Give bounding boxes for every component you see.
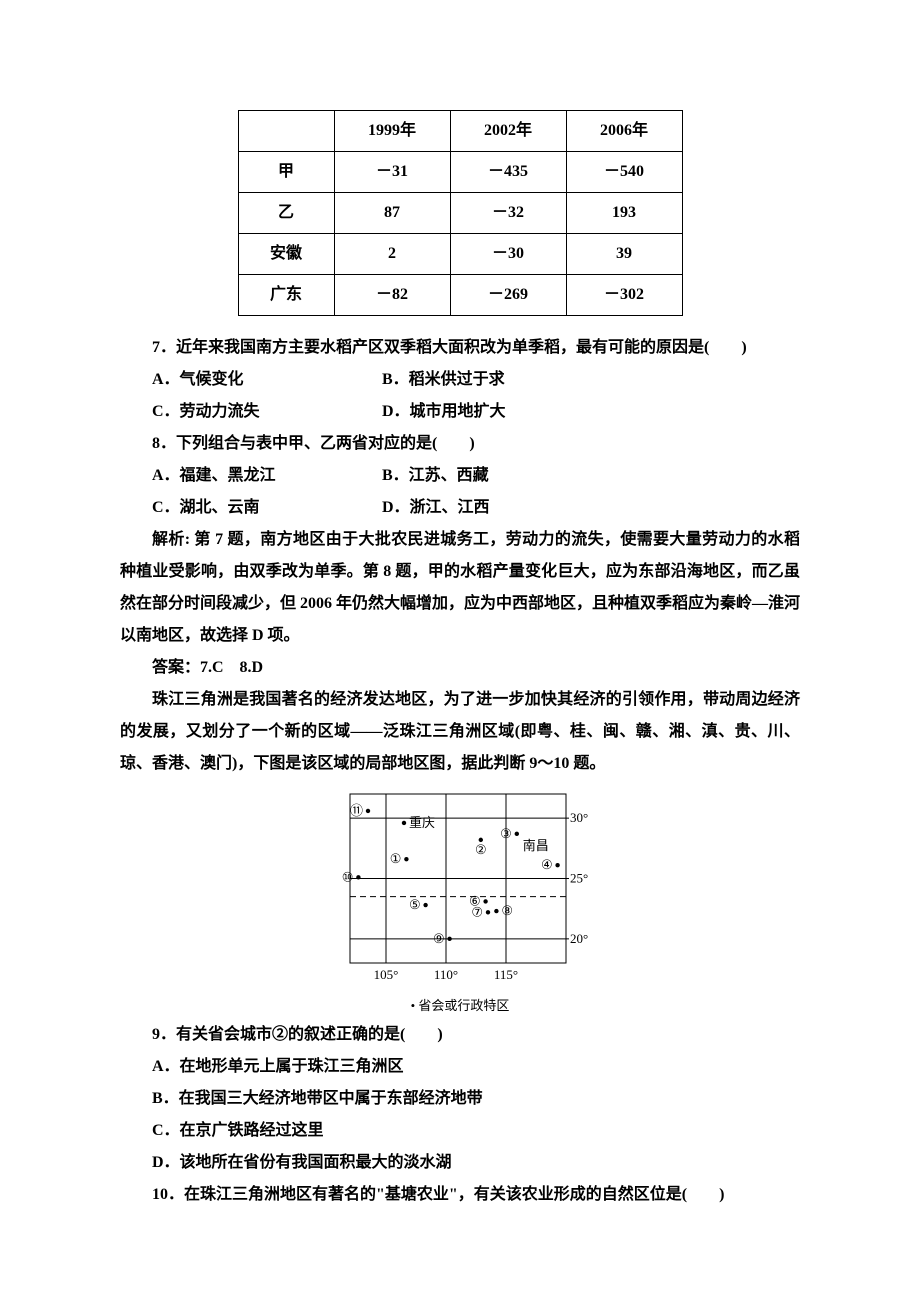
table-row: 安徽 2 －30 39 — [238, 234, 682, 275]
cell: －32 — [450, 193, 566, 234]
cell: －31 — [334, 152, 450, 193]
svg-text:110°: 110° — [434, 967, 458, 982]
svg-text:⑪: ⑪ — [350, 803, 363, 818]
q7-opt-b: B．稻米供过于求 — [382, 364, 505, 396]
q7-opt-c: C．劳动力流失 — [152, 396, 382, 428]
q9-opt-b: B．在我国三大经济地带区中属于东部经济地带 — [120, 1083, 800, 1115]
cell: 2 — [334, 234, 450, 275]
q8-stem: 8．下列组合与表中甲、乙两省对应的是( ) — [120, 428, 800, 460]
svg-text:南昌: 南昌 — [523, 838, 549, 853]
q8-opt-a: A．福建、黑龙江 — [152, 460, 382, 492]
q8-opt-d: D．浙江、江西 — [382, 492, 490, 524]
th-blank — [238, 111, 334, 152]
q7-opt-d: D．城市用地扩大 — [382, 396, 506, 428]
table-row: 广东 －82 －269 －302 — [238, 275, 682, 316]
q9-opt-c: C．在京广铁路经过这里 — [120, 1115, 800, 1147]
q7-opt-a: A．气候变化 — [152, 364, 382, 396]
q8-row-cd: C．湖北、云南 D．浙江、江西 — [152, 492, 800, 524]
q9-stem: 9．有关省会城市②的叙述正确的是( ) — [120, 1019, 800, 1051]
cell: 87 — [334, 193, 450, 234]
cell: 193 — [566, 193, 682, 234]
row-label: 广东 — [238, 275, 334, 316]
svg-text:105°: 105° — [374, 967, 399, 982]
explanation-7-8: 解析: 第 7 题，南方地区由于大批农民进城务工，劳动力的流失，使需要大量劳动力… — [120, 524, 800, 652]
svg-text:⑩: ⑩ — [342, 869, 354, 884]
table-row: 甲 －31 －435 －540 — [238, 152, 682, 193]
svg-text:⑤: ⑤ — [409, 897, 421, 912]
cell: －540 — [566, 152, 682, 193]
row-label: 乙 — [238, 193, 334, 234]
svg-text:25°: 25° — [570, 871, 588, 886]
cell: －302 — [566, 275, 682, 316]
table-header-row: 1999年 2002年 2006年 — [238, 111, 682, 152]
cell: －269 — [450, 275, 566, 316]
svg-text:重庆: 重庆 — [409, 815, 435, 830]
map-figure: 105°110°115°20°25°30°⑪重庆①⑩②③南昌④⑤⑥⑦⑧⑨ • 省… — [320, 786, 600, 1019]
svg-text:④: ④ — [541, 857, 553, 872]
q8-opt-c: C．湖北、云南 — [152, 492, 382, 524]
svg-text:⑨: ⑨ — [433, 931, 445, 946]
cell: －82 — [334, 275, 450, 316]
th-2006: 2006年 — [566, 111, 682, 152]
row-label: 甲 — [238, 152, 334, 193]
th-2002: 2002年 — [450, 111, 566, 152]
data-table: 1999年 2002年 2006年 甲 －31 －435 －540 乙 87 －… — [238, 110, 683, 316]
q9-opt-d: D．该地所在省份有我国面积最大的淡水湖 — [120, 1147, 800, 1179]
q7-stem: 7．近年来我国南方主要水稻产区双季稻大面积改为单季稻，最有可能的原因是( ) — [120, 332, 800, 364]
svg-text:⑧: ⑧ — [501, 903, 513, 918]
svg-text:30°: 30° — [570, 810, 588, 825]
th-1999: 1999年 — [334, 111, 450, 152]
svg-text:20°: 20° — [570, 931, 588, 946]
q8-opt-b: B．江苏、西藏 — [382, 460, 489, 492]
q8-row-ab: A．福建、黑龙江 B．江苏、西藏 — [152, 460, 800, 492]
map-svg: 105°110°115°20°25°30°⑪重庆①⑩②③南昌④⑤⑥⑦⑧⑨ — [320, 786, 600, 991]
answer-7-8: 答案：7.C 8.D — [120, 652, 800, 684]
q7-row-ab: A．气候变化 B．稻米供过于求 — [152, 364, 800, 396]
svg-text:⑦: ⑦ — [471, 904, 483, 919]
cell: －435 — [450, 152, 566, 193]
cell: 39 — [566, 234, 682, 275]
row-label: 安徽 — [238, 234, 334, 275]
q10-stem: 10．在珠江三角洲地区有著名的"基塘农业"，有关该农业形成的自然区位是( ) — [120, 1179, 800, 1211]
q9-opt-a: A．在地形单元上属于珠江三角洲区 — [120, 1051, 800, 1083]
document-page: 1999年 2002年 2006年 甲 －31 －435 －540 乙 87 －… — [0, 0, 920, 1271]
q7-row-cd: C．劳动力流失 D．城市用地扩大 — [152, 396, 800, 428]
svg-text:③: ③ — [500, 826, 512, 841]
svg-text:115°: 115° — [494, 967, 518, 982]
table-row: 乙 87 －32 193 — [238, 193, 682, 234]
svg-text:②: ② — [475, 842, 487, 857]
svg-text:①: ① — [390, 851, 402, 866]
intro-9-10: 珠江三角洲是我国著名的经济发达地区，为了进一步加快其经济的引领作用，带动周边经济… — [120, 684, 800, 780]
cell: －30 — [450, 234, 566, 275]
map-legend: • 省会或行政特区 — [320, 993, 600, 1019]
